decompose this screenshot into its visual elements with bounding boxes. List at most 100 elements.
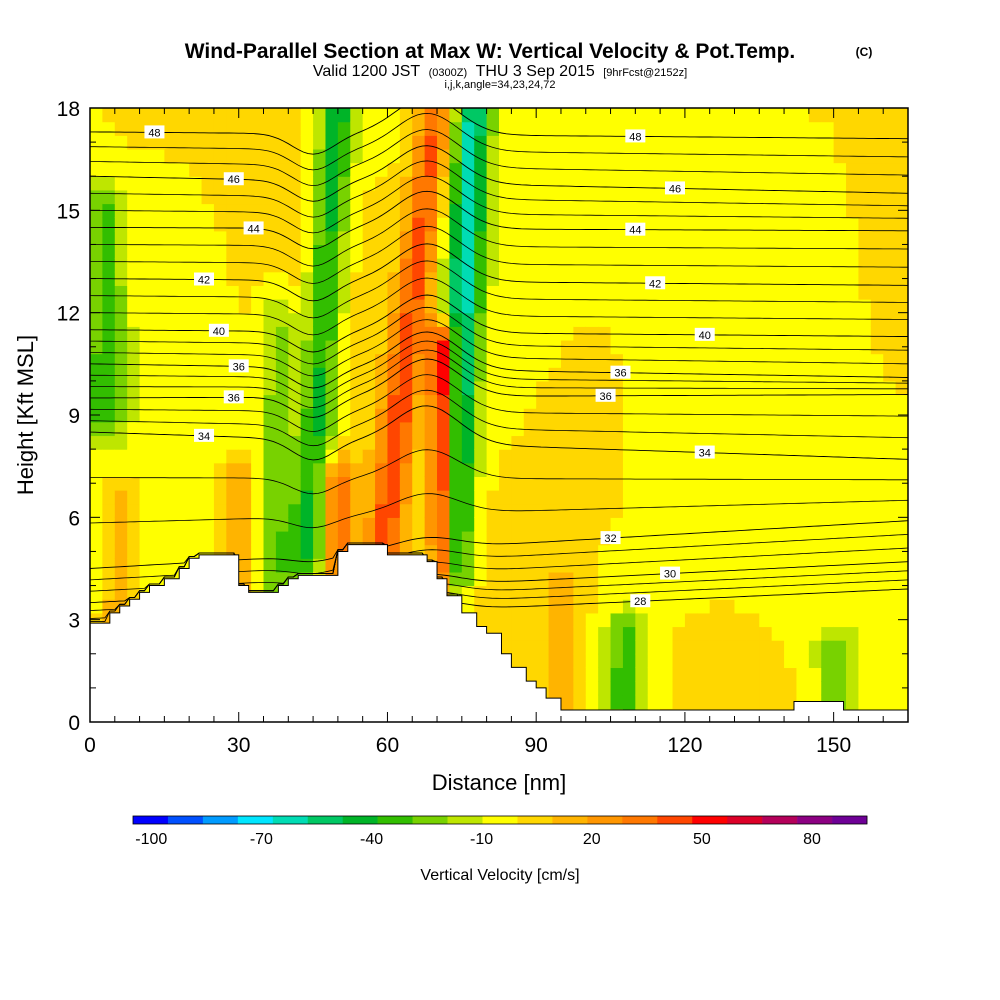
velocity-cell	[734, 148, 748, 164]
velocity-cell	[622, 476, 636, 491]
velocity-cell	[511, 135, 525, 150]
velocity-cell	[486, 517, 500, 532]
velocity-cell	[808, 339, 822, 355]
velocity-cell	[548, 530, 562, 546]
velocity-cell	[437, 121, 451, 136]
velocity-cell	[313, 189, 327, 205]
velocity-cell	[474, 380, 488, 396]
velocity-cell	[647, 449, 661, 464]
velocity-cell	[697, 530, 711, 546]
velocity-cell	[449, 462, 463, 477]
velocity-cell	[858, 121, 872, 136]
velocity-cell	[622, 462, 636, 477]
velocity-cell	[164, 162, 178, 177]
velocity-cell	[684, 653, 698, 669]
velocity-cell	[660, 326, 674, 341]
chart-subtitle: Valid 1200 JST (0300Z) THU 3 Sep 2015 [9…	[313, 63, 687, 80]
velocity-cell	[189, 394, 203, 409]
velocity-cell	[511, 544, 525, 559]
velocity-cell	[127, 230, 141, 246]
velocity-cell	[746, 299, 760, 314]
velocity-cell	[536, 571, 550, 587]
velocity-cell	[151, 285, 165, 300]
velocity-cell	[412, 230, 426, 246]
velocity-cell	[598, 244, 612, 259]
velocity-cell	[598, 230, 612, 246]
velocity-cell	[412, 449, 426, 464]
velocity-cell	[722, 230, 736, 246]
velocity-cell	[263, 544, 277, 559]
velocity-cell	[771, 108, 785, 123]
velocity-cell	[164, 312, 178, 327]
colorbar-swatch	[797, 816, 833, 824]
velocity-cell	[90, 490, 103, 505]
velocity-cell	[486, 449, 500, 464]
velocity-cell	[548, 421, 562, 437]
velocity-cell	[511, 285, 525, 300]
contour-label: 30	[664, 569, 676, 581]
velocity-cell	[734, 299, 748, 314]
velocity-cell	[474, 176, 488, 191]
velocity-cell	[635, 176, 649, 191]
velocity-cell	[895, 558, 908, 573]
velocity-cell	[362, 462, 376, 477]
velocity-cell	[449, 203, 463, 218]
velocity-cell	[201, 176, 215, 191]
velocity-cell	[734, 653, 748, 669]
velocity-cell	[90, 571, 103, 587]
velocity-cell	[275, 394, 289, 409]
velocity-cell	[499, 299, 512, 314]
velocity-cell	[102, 108, 116, 123]
velocity-cell	[114, 148, 128, 164]
velocity-cell	[337, 108, 351, 123]
velocity-cell	[251, 408, 265, 423]
velocity-cell	[672, 626, 686, 641]
velocity-cell	[846, 271, 860, 286]
velocity-cell	[697, 121, 711, 136]
velocity-cell	[622, 108, 636, 123]
velocity-cell	[399, 299, 413, 314]
velocity-cell	[610, 421, 624, 437]
velocity-cell	[424, 217, 438, 232]
velocity-cell	[895, 599, 908, 614]
velocity-cell	[610, 121, 624, 136]
velocity-cell	[263, 462, 277, 477]
velocity-cell	[114, 421, 128, 437]
velocity-cell	[870, 367, 884, 382]
velocity-cell	[895, 108, 908, 123]
velocity-cell	[598, 612, 612, 628]
velocity-cell	[127, 244, 141, 259]
velocity-cell	[660, 530, 674, 546]
velocity-cell	[213, 490, 227, 505]
velocity-cell	[102, 162, 116, 177]
velocity-cell	[870, 271, 884, 286]
velocity-cell	[622, 626, 636, 641]
velocity-cell	[486, 367, 500, 382]
velocity-cell	[127, 258, 141, 273]
velocity-cell	[684, 558, 698, 573]
velocity-cell	[610, 667, 624, 682]
velocity-cell	[251, 544, 265, 559]
velocity-cell	[560, 217, 574, 232]
velocity-cell	[684, 599, 698, 614]
velocity-cell	[251, 312, 265, 327]
velocity-cell	[499, 585, 512, 600]
velocity-cell	[399, 530, 413, 546]
velocity-cell	[90, 435, 103, 450]
velocity-cell	[523, 571, 537, 587]
velocity-cell	[238, 435, 252, 450]
velocity-cell	[573, 544, 587, 559]
velocity-cell	[796, 285, 810, 300]
velocity-cell	[672, 230, 686, 246]
velocity-cell	[883, 476, 897, 491]
velocity-cell	[895, 148, 908, 164]
velocity-cell	[461, 230, 475, 246]
velocity-cell	[870, 258, 884, 273]
velocity-cell	[114, 121, 128, 136]
contour-label: 36	[228, 392, 240, 404]
velocity-cell	[883, 339, 897, 355]
velocity-cell	[684, 681, 698, 696]
velocity-cell	[573, 408, 587, 423]
velocity-cell	[313, 421, 327, 437]
velocity-cell	[622, 285, 636, 300]
